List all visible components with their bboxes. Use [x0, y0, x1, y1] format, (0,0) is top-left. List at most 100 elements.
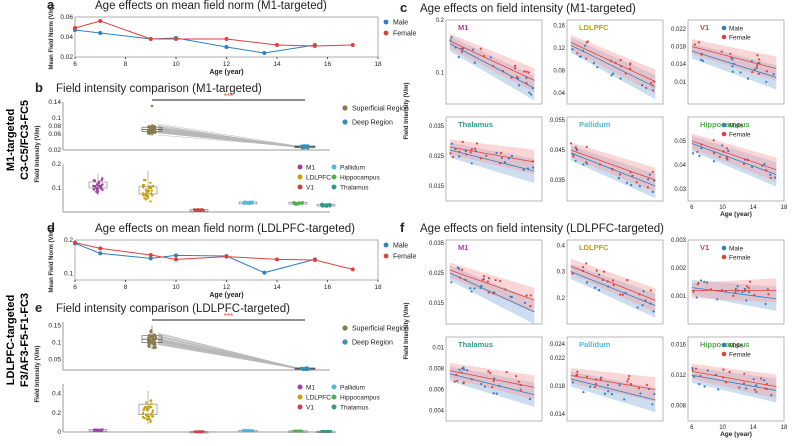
data-point-male	[571, 48, 574, 51]
legend-label: Female	[729, 255, 751, 262]
confidence-band-male	[570, 263, 656, 318]
jitter-point-m1	[101, 188, 104, 192]
data-point-female	[529, 294, 532, 297]
subplot-title: LDLPFC	[579, 23, 609, 32]
jitter-point-ldlpfc	[151, 184, 155, 188]
fit-line-female	[449, 40, 535, 81]
jitter-point	[153, 342, 157, 346]
x-tick-label: 6	[690, 205, 694, 211]
data-point-male	[700, 147, 703, 150]
data-point-male	[691, 152, 695, 155]
x-axis-label: Age (year)	[209, 69, 243, 76]
data-point-female	[693, 43, 696, 46]
data-point-female	[766, 387, 769, 391]
fit-line-female	[691, 46, 777, 70]
legend-label: Pallidum	[340, 165, 365, 172]
data-point-male	[572, 153, 575, 156]
chart-title: Field intensity comparison (LDLPFC-targe…	[56, 303, 290, 315]
jitter-point-v1	[195, 430, 198, 433]
subplot-title: Pallidum	[579, 120, 611, 129]
data-point-male	[224, 45, 229, 49]
jitter-point-thalamus	[320, 430, 323, 433]
x-axis-label: Age (year)	[720, 211, 752, 218]
legend-marker	[721, 351, 727, 357]
data-point-female	[694, 367, 698, 370]
data-point-female	[458, 150, 461, 153]
legend-label: Male	[729, 26, 743, 33]
data-point-male	[479, 286, 482, 289]
y-tick-label: 0.035	[429, 241, 445, 247]
panel-a: a Age effects on mean field norm (M1-targ…	[47, 0, 416, 76]
data-point-female	[525, 81, 528, 84]
jitter-point	[299, 144, 303, 148]
confidence-band-male	[570, 145, 656, 199]
confidence-band-male	[570, 371, 656, 413]
data-point-male	[518, 84, 521, 87]
data-point-female	[594, 382, 598, 386]
outlier-point	[150, 104, 154, 108]
data-point-female	[98, 246, 103, 251]
jitter-point-hippocampus	[297, 201, 301, 204]
y-tick-label: 0.008	[671, 404, 687, 410]
legend-marker	[297, 164, 303, 170]
y-tick-label: 0.1	[52, 115, 61, 122]
data-point-male	[743, 288, 746, 291]
data-point-male	[755, 390, 758, 393]
data-point-female	[462, 382, 465, 385]
subplot-v1: V1 0.01 0.014 0.018 0.022 Male Female	[671, 19, 785, 105]
data-point-female	[728, 370, 731, 374]
data-point-male	[457, 56, 460, 59]
data-point-female	[576, 370, 579, 373]
data-point-female	[275, 257, 279, 262]
jitter-point-ldlpfc	[145, 401, 148, 404]
y-tick-label: 0.001	[671, 294, 687, 300]
jitter-point-ldlpfc	[141, 412, 145, 415]
data-point-female	[697, 41, 701, 44]
data-point-female	[599, 378, 602, 381]
data-point-female	[637, 387, 640, 390]
axes-frame	[687, 19, 785, 105]
data-point-male	[610, 392, 614, 396]
data-point-male	[652, 310, 655, 313]
data-point-male	[717, 388, 720, 391]
data-point-male	[748, 290, 751, 294]
data-point-male	[645, 86, 648, 90]
legend-label: Female	[729, 35, 751, 42]
jitter-point	[148, 335, 152, 339]
data-point-female	[602, 270, 606, 273]
data-point-female	[224, 37, 229, 41]
data-point-male	[98, 251, 103, 256]
data-point-female	[724, 381, 728, 384]
x-tick-label: 10	[719, 425, 726, 431]
data-point-female	[499, 279, 502, 283]
data-point-male	[597, 273, 601, 276]
y-tick-label: 0.04	[60, 34, 73, 41]
jitter-point-pallidum	[242, 201, 245, 205]
data-point-male	[649, 302, 652, 305]
data-point-female	[691, 369, 694, 372]
data-point-male	[584, 44, 587, 47]
jitter-point	[153, 337, 156, 341]
x-tick-label: 10	[172, 61, 180, 68]
legend-label: Hippocampus	[340, 175, 380, 182]
data-point-male	[571, 381, 574, 384]
data-point-female	[753, 68, 756, 71]
data-point-male	[470, 162, 473, 165]
jitter-point-ldlpfc	[147, 417, 151, 421]
jitter-point-m1	[98, 185, 101, 188]
data-point-female	[523, 70, 526, 73]
legend-marker	[331, 164, 337, 170]
data-point-male	[638, 185, 641, 188]
jitter-point-m1	[100, 178, 103, 182]
legend-label: Thalamus	[340, 405, 369, 412]
data-point-female	[517, 380, 520, 383]
data-point-male	[624, 292, 627, 295]
legend-marker	[383, 242, 389, 248]
data-point-female	[621, 293, 624, 296]
legend-marker	[721, 25, 727, 31]
legend-marker	[383, 253, 389, 259]
y-tick-label: 0.1	[64, 270, 73, 277]
side-label-ldlpfc-line1: LDLPFC-targeted	[5, 295, 17, 385]
x-tick-label: 18	[374, 61, 382, 68]
data-point-female	[455, 373, 458, 377]
